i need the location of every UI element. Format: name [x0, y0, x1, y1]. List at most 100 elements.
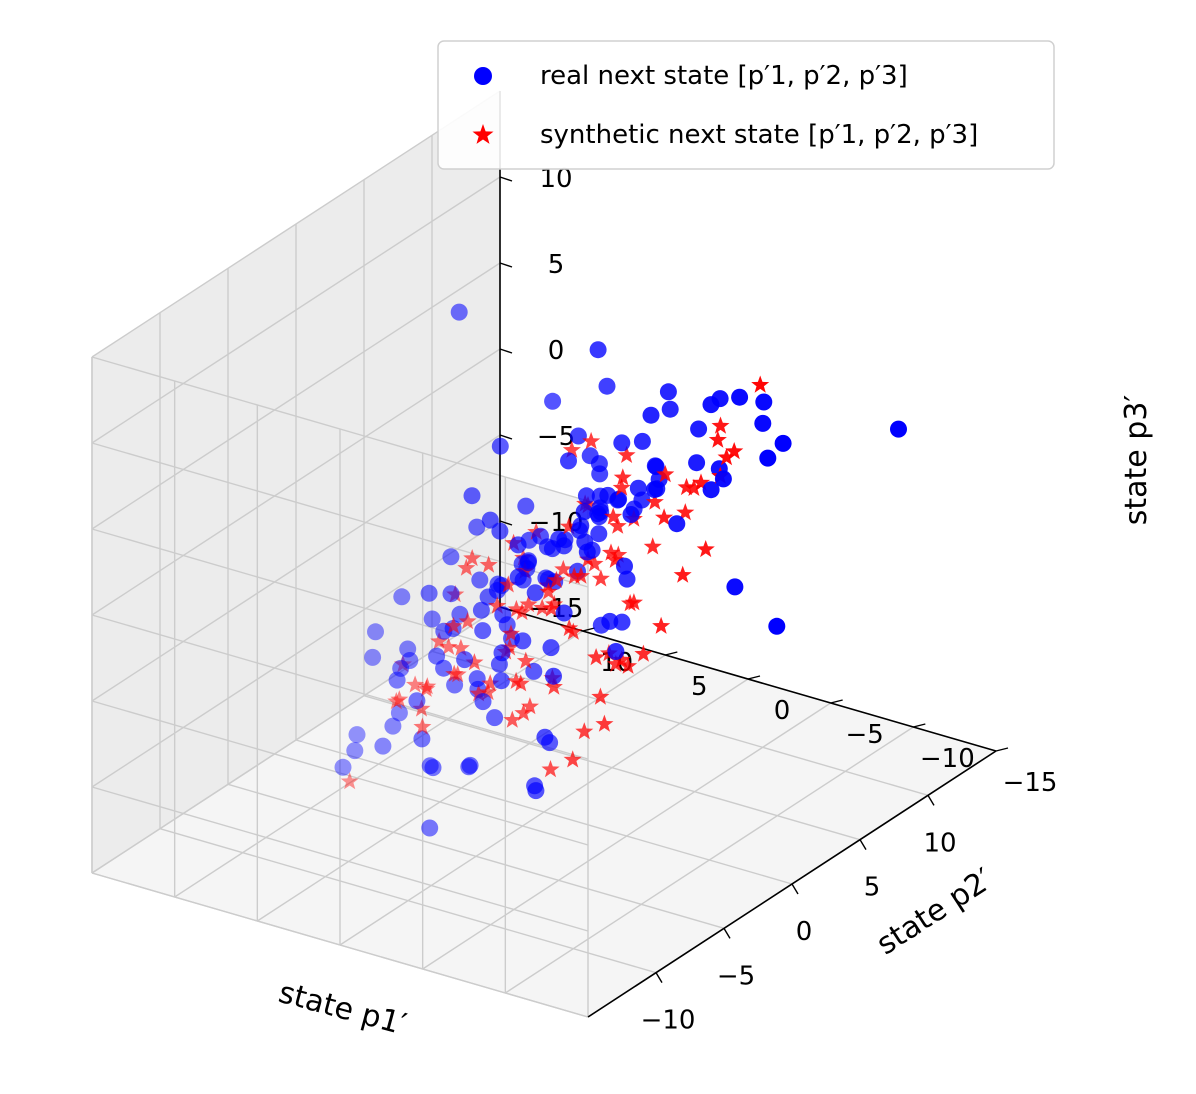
real-point	[460, 758, 478, 776]
real-point	[364, 648, 382, 666]
real-point	[492, 672, 510, 690]
y-tick-label: −15	[1003, 768, 1058, 798]
real-point	[569, 427, 587, 445]
real-point	[633, 432, 651, 450]
real-point	[590, 525, 608, 543]
z-tick-mark	[499, 176, 513, 182]
synthetic-point	[439, 637, 458, 655]
x-tick-mark	[927, 794, 935, 806]
synthetic-point	[725, 442, 744, 460]
z-tick-mark	[499, 348, 513, 354]
y-tick-mark	[747, 675, 761, 680]
real-point	[408, 692, 426, 710]
y-tick-label: −10	[920, 744, 975, 774]
grid-line	[91, 356, 589, 502]
synthetic-point	[751, 375, 770, 393]
real-point	[613, 434, 631, 452]
real-point	[348, 726, 366, 744]
real-point	[577, 487, 595, 505]
y-tick-label: 5	[691, 672, 708, 702]
synthetic-point	[511, 674, 530, 692]
synthetic-point	[652, 616, 671, 634]
synthetic-point	[643, 537, 662, 555]
y-tick-mark	[582, 627, 595, 632]
real-point	[346, 742, 364, 760]
synthetic-point	[393, 655, 412, 673]
real-point	[616, 557, 633, 575]
y-tick-label: −5	[846, 720, 884, 750]
synthetic-point	[547, 570, 566, 588]
synthetic-point	[469, 684, 488, 702]
x-tick-mark	[859, 839, 867, 851]
real-point	[517, 497, 535, 515]
data-points	[334, 303, 907, 837]
real-point	[486, 709, 504, 727]
real-point	[607, 643, 625, 660]
real-point	[424, 759, 442, 777]
real-point	[390, 704, 408, 722]
synthetic-point	[708, 430, 727, 448]
synthetic-point	[565, 567, 584, 585]
synthetic-point	[519, 595, 538, 613]
synthetic-point	[507, 599, 526, 618]
z-tick-label: −5	[537, 422, 575, 452]
synthetic-point	[677, 477, 696, 496]
synthetic-point	[575, 722, 594, 740]
synthetic-point	[692, 473, 711, 491]
real-point	[714, 470, 732, 488]
synthetic-point	[412, 699, 431, 717]
real-point	[668, 515, 686, 533]
y-tick-label: 0	[774, 696, 791, 726]
x-tick-label: 0	[796, 917, 813, 947]
synthetic-point	[479, 683, 498, 701]
real-point	[609, 491, 627, 509]
synthetic-point	[406, 675, 425, 693]
synthetic-point	[502, 624, 520, 642]
real-point	[702, 396, 720, 414]
real-point	[774, 434, 792, 452]
real-point	[450, 303, 468, 321]
synthetic-point	[696, 540, 715, 558]
synthetic-point	[591, 569, 610, 587]
synthetic-point	[656, 465, 675, 483]
real-point	[491, 437, 509, 455]
real-point	[514, 632, 532, 650]
synthetic-point	[711, 416, 730, 434]
synthetic-point	[617, 445, 636, 463]
x-tick-label: −10	[641, 1006, 696, 1036]
synthetic-point	[676, 503, 695, 521]
synthetic-point	[655, 508, 674, 526]
x-tick-label: 10	[923, 828, 956, 858]
synthetic-point	[619, 656, 638, 674]
x-tick-label: −5	[717, 961, 755, 991]
real-point	[468, 670, 486, 688]
synthetic-point	[457, 558, 476, 576]
synthetic-point	[545, 594, 564, 613]
synthetic-point	[544, 677, 563, 695]
real-point	[590, 455, 608, 473]
z-tick-label: 5	[548, 250, 565, 280]
synthetic-point	[520, 697, 539, 715]
synthetic-point	[585, 554, 604, 572]
synthetic-point	[515, 561, 534, 579]
synthetic-point	[645, 492, 664, 510]
real-point	[768, 617, 786, 635]
real-point	[413, 730, 431, 748]
real-point	[421, 819, 439, 837]
synthetic-point	[608, 516, 627, 534]
synthetic-point	[563, 750, 582, 768]
real-point	[755, 393, 773, 411]
real-point	[519, 554, 537, 571]
synthetic-point	[500, 638, 519, 656]
synthetic-point	[673, 565, 692, 583]
real-point	[646, 457, 664, 475]
synthetic-point	[587, 648, 606, 666]
synthetic-point	[445, 664, 464, 682]
synthetic-point	[458, 612, 477, 630]
z-tick-label: 0	[548, 336, 565, 366]
real-point	[622, 506, 640, 523]
real-point	[688, 454, 706, 472]
real-point	[754, 414, 772, 432]
x-axis-label: state p1′	[275, 975, 410, 1043]
